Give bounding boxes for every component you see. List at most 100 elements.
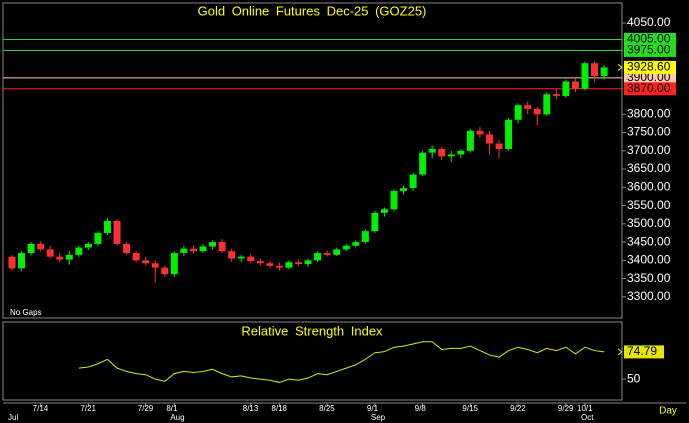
level-label-bg [624,82,676,96]
price-panel [2,2,623,319]
candle-body [428,149,436,153]
y-tick-label: 3450.00 [627,234,671,248]
candle-body [256,261,264,264]
candle-body [323,253,331,255]
level-label-bg [624,71,676,85]
candle-body [543,94,551,115]
candle-body [189,248,197,252]
candle-body [56,256,64,260]
x-tick-label: 8/1 [166,404,178,413]
last-price-label: 3928.60 [627,60,671,74]
candle-body [285,262,293,268]
month-label: Aug [170,413,184,422]
candle-body [447,154,455,157]
candle-body [390,190,398,210]
candle-body [371,212,379,232]
x-tick-label: 9/1 [367,404,379,413]
rsi-arrow [617,348,623,356]
candle-body [505,119,513,150]
y-tick-label: 3350.00 [627,271,671,285]
candle-body [27,243,35,254]
x-tick-label: 8/25 [319,404,335,413]
y-tick-label: 3750.00 [627,125,671,139]
level-label: 4005.00 [627,32,671,46]
candle-body [199,246,207,252]
candle-body [132,253,140,261]
candle-body [352,242,360,246]
x-unit: Day [659,406,677,417]
candle-body [562,81,570,97]
x-tick-label: 7/14 [33,404,49,413]
candle-body [524,105,532,109]
candle-body [46,249,54,257]
candle-body [466,130,474,151]
y-tick-label: 3800.00 [627,106,671,120]
note: No Gaps [10,308,42,317]
candle-body [151,263,159,268]
candle-body [361,231,369,243]
candle-body [419,152,427,175]
month-label: Jul [8,413,18,422]
rsi-line [78,341,605,383]
y-tick-label: 3550.00 [627,198,671,212]
x-tick-label: 9/15 [462,404,478,413]
level-label: 3975.00 [627,43,671,57]
x-tick-label: 9/8 [415,404,427,413]
candle-body [18,253,26,269]
candle-body [552,94,560,97]
x-tick-label: 8/18 [271,404,287,413]
candle-body [218,242,226,252]
rsi-last-label: 74.79 [627,344,657,358]
candle-body [591,63,599,77]
candle-body [304,260,312,264]
x-tick-label: 7/29 [138,404,154,413]
level-label: 3870.00 [627,81,671,95]
y-tick-label: 3500.00 [627,216,671,230]
chart-title: Gold Online Futures Dec-25 (GOZ25) [198,3,427,18]
rsi-panel [2,321,623,401]
rsi-title: Relative Strength Index [241,323,383,338]
y-tick-label: 4050.00 [627,15,671,29]
candle-body [37,243,45,250]
candle-body [275,265,283,268]
x-tick-label: 8/13 [243,404,259,413]
x-tick-label: 9/29 [558,404,574,413]
candle-body [113,220,121,244]
candle-body [514,105,522,120]
y-tick-label: 3650.00 [627,161,671,175]
candle-body [380,209,388,213]
candle-body [228,251,236,259]
candle-body [170,253,178,275]
level-label-bg [624,33,676,47]
candle-body [8,256,16,269]
candle-body [84,243,92,248]
month-label: Sep [371,413,386,422]
y-tick-label: 3700.00 [627,143,671,157]
candle-body [409,174,417,189]
last-price-bg [624,60,676,74]
candle-body [142,260,150,264]
y-tick-label: 3300.00 [627,289,671,303]
x-tick-label: 7/21 [80,404,96,413]
candle-body [533,108,541,115]
x-tick-label: 10/1 [577,404,593,413]
candle-body [65,254,73,260]
candle-body [333,249,341,255]
candle-body [600,67,608,77]
candle-body [266,263,274,266]
candle-body [104,220,111,233]
candle-body [94,232,102,244]
candle-body [342,245,350,250]
candle-body [486,134,493,144]
x-tick-label: 9/22 [510,404,526,413]
candle-body [571,81,579,89]
candle-body [180,248,188,254]
month-label: Oct [581,413,594,422]
candle-body [457,150,465,155]
rsi-last-bg [624,345,664,359]
candle-body [295,262,302,264]
level-label-bg [624,43,676,57]
candle-body [247,256,255,262]
candle-body [209,242,217,247]
